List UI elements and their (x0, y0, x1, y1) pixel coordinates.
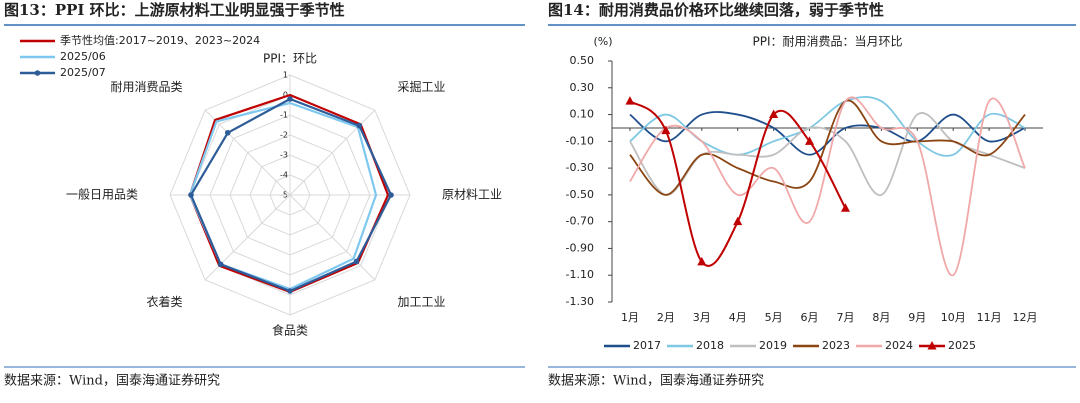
radar-marker (188, 192, 194, 198)
axis-label: 加工工业 (397, 295, 445, 309)
x-tick-label: 8月 (872, 311, 890, 324)
axis-label: 衣着类 (147, 294, 183, 309)
x-tick-label: 7月 (836, 311, 854, 324)
x-tick-label: 2月 (657, 311, 675, 324)
legend-label: 2025/06 (60, 50, 106, 63)
line-marker (840, 203, 850, 212)
y-tick-label: -1.30 (566, 295, 594, 308)
r-tick-label: -4 (280, 171, 288, 180)
spoke (204, 194, 291, 281)
legend-label: 2018 (696, 339, 724, 352)
axis-label: 一般日用品类 (66, 187, 138, 202)
radar-marker (287, 96, 293, 102)
y-tick-label: -1.10 (566, 268, 594, 281)
line-marker (625, 96, 635, 105)
source: 数据来源：Wind，国泰海通证券研究 (4, 373, 220, 389)
axis-label: 采掘工业 (397, 79, 445, 94)
spoke (204, 109, 291, 196)
line-series (629, 99, 1026, 196)
radar-marker (217, 261, 224, 268)
x-tick-label: 9月 (908, 311, 926, 324)
y-tick-label: -0.90 (566, 241, 594, 254)
axis-label: 食品类 (272, 323, 308, 338)
legend-label: 2023 (822, 339, 850, 352)
legend-label: 2017 (633, 339, 661, 352)
r-tick-label: -2 (280, 131, 288, 140)
line-series (629, 111, 1026, 156)
line-marker (697, 256, 707, 266)
line-marker (805, 136, 815, 145)
y-tick-label: -0.50 (566, 188, 594, 201)
x-tick-label: 4月 (729, 311, 747, 324)
r-tick-label: -3 (280, 151, 288, 160)
legend-label: 2019 (759, 339, 787, 352)
radar-marker (356, 122, 363, 129)
legend-label: 2024 (885, 339, 913, 352)
legend-label: 季节性均值:2017~2019、2023~2024 (60, 33, 260, 47)
source: 数据来源：Wind，国泰海通证券研究 (548, 373, 764, 389)
radar-marker (224, 129, 231, 136)
legend-marker (927, 341, 937, 350)
y-tick-label: 0.30 (570, 81, 595, 94)
line-marker (733, 216, 743, 226)
spoke (289, 109, 376, 196)
y-tick-label: -0.10 (566, 134, 594, 147)
line-series (629, 96, 1026, 277)
legend-marker (34, 70, 41, 76)
x-tick-label: 12月 (1013, 311, 1038, 324)
y-tick-label: 0.50 (570, 54, 595, 67)
r-tick-label: 1 (283, 71, 288, 80)
x-tick-label: 3月 (693, 311, 711, 324)
line-marker (769, 109, 779, 119)
y-tick-label: 0.10 (570, 108, 595, 121)
x-tick-label: 1月 (621, 311, 639, 324)
axis-label: 耐用消费品类 (111, 80, 183, 94)
unit-label: (%) (593, 35, 612, 48)
legend-label: 2025/07 (60, 66, 106, 79)
x-tick-label: 5月 (765, 311, 783, 324)
legend-label: 2025 (948, 339, 976, 352)
figure-title: 图13：PPI 环比：上游原材料工业明显强于季节性 (4, 1, 345, 19)
r-tick-label: -1 (280, 111, 288, 120)
radar-marker (388, 192, 394, 198)
chart-title: PPI：耐用消费品：当月环比 (752, 35, 902, 49)
line-marker (661, 125, 671, 135)
x-tick-label: 11月 (977, 311, 1002, 324)
y-tick-label: -0.70 (566, 215, 594, 228)
y-tick-label: -0.30 (566, 161, 594, 174)
axis-label: PPI：环比 (263, 52, 317, 66)
r-tick-label: 0 (283, 91, 288, 100)
spoke (289, 194, 376, 281)
radar-marker (353, 258, 360, 265)
radar-marker (287, 288, 293, 294)
x-tick-label: 10月 (941, 311, 966, 324)
axis-label: 原材料工业 (442, 188, 502, 202)
x-tick-label: 6月 (801, 311, 819, 324)
figure-title: 图14：耐用消费品价格环比继续回落，弱于季节性 (548, 1, 884, 19)
